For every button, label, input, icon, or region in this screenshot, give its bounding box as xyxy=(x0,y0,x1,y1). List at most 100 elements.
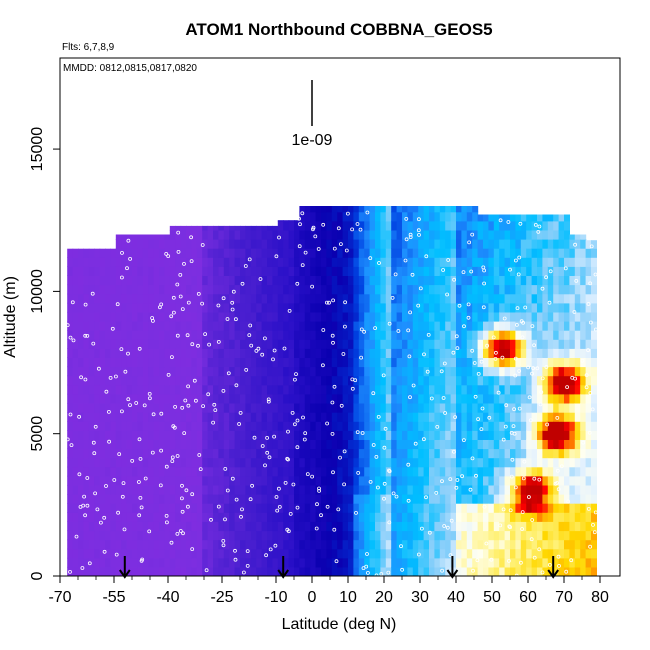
track-point xyxy=(537,477,542,482)
heat-cell xyxy=(564,229,570,240)
heat-cell xyxy=(121,430,128,440)
track-point xyxy=(581,440,586,445)
heat-cell xyxy=(477,311,484,322)
heat-cell xyxy=(110,257,117,267)
heat-cell xyxy=(439,530,446,541)
heat-cell xyxy=(191,357,198,368)
heat-cell xyxy=(450,484,457,495)
heat-cell xyxy=(591,566,597,576)
heat-cell xyxy=(88,448,95,459)
heat-cell xyxy=(315,257,322,267)
heat-cell xyxy=(348,339,354,349)
y-tick-label: 10000 xyxy=(29,269,46,314)
heat-cell xyxy=(218,548,225,559)
track-point xyxy=(375,485,380,490)
heat-cell xyxy=(288,566,295,576)
heat-cell xyxy=(315,275,322,286)
heat-cell xyxy=(558,266,565,276)
heat-cell xyxy=(439,348,446,358)
heat-cell xyxy=(342,357,349,368)
track-point xyxy=(175,282,180,287)
heat-cell xyxy=(456,530,462,541)
heat-cell xyxy=(499,448,506,459)
heat-cell xyxy=(510,475,516,486)
heat-cell xyxy=(429,375,435,386)
heat-cell xyxy=(132,439,138,450)
heat-cell xyxy=(520,475,527,486)
heat-cell xyxy=(369,293,376,304)
heat-cell xyxy=(407,321,414,331)
heat-cell xyxy=(375,521,381,532)
heat-cell xyxy=(283,375,290,386)
heat-cell xyxy=(175,439,182,450)
heat-cell xyxy=(439,421,446,431)
heat-cell xyxy=(148,521,155,532)
heat-cell xyxy=(472,566,479,576)
track-point xyxy=(531,366,535,371)
heat-cell xyxy=(504,448,511,459)
track-point xyxy=(517,406,522,411)
track-point xyxy=(292,377,297,382)
heat-cell xyxy=(132,375,138,386)
track-point xyxy=(509,474,514,479)
heat-cell xyxy=(331,412,338,422)
heat-cell xyxy=(585,439,592,450)
heat-cell xyxy=(461,229,468,240)
heat-cell xyxy=(369,421,376,431)
heat-cell xyxy=(418,275,425,286)
heat-cell xyxy=(358,448,365,459)
heat-cell xyxy=(488,393,495,404)
heat-cell xyxy=(78,275,84,286)
track-point xyxy=(559,464,564,469)
heat-cell xyxy=(412,321,419,331)
heat-cell xyxy=(412,503,419,513)
heat-cell xyxy=(67,257,74,267)
heat-cell xyxy=(553,248,560,258)
heat-cell xyxy=(169,275,176,286)
heat-cell xyxy=(207,330,214,340)
heat-cell xyxy=(515,448,522,459)
heat-cell xyxy=(218,466,225,477)
track-point xyxy=(122,527,127,532)
heat-cell xyxy=(337,503,344,513)
heat-cell xyxy=(159,466,165,477)
heat-cell xyxy=(531,366,538,377)
heat-cell xyxy=(423,457,430,468)
heat-cell xyxy=(180,330,187,340)
heat-cell xyxy=(321,239,327,249)
heat-cell xyxy=(240,494,246,504)
heat-cell xyxy=(337,293,344,304)
heat-cell xyxy=(499,311,506,322)
heat-cell xyxy=(250,348,257,358)
heat-cell xyxy=(348,439,354,450)
heat-cell xyxy=(445,220,452,231)
heat-cell xyxy=(72,321,79,331)
heat-cell xyxy=(299,266,306,276)
heat-cell xyxy=(434,439,441,450)
heat-cell xyxy=(234,484,241,495)
heat-cell xyxy=(202,275,209,286)
heat-cell xyxy=(531,521,538,532)
heat-cell xyxy=(142,321,149,331)
track-point xyxy=(178,294,183,299)
track-point xyxy=(548,269,553,274)
heat-cell xyxy=(223,503,230,513)
heat-cell xyxy=(261,375,268,386)
heat-cell xyxy=(331,220,338,231)
heat-cell xyxy=(434,239,441,249)
heat-cell xyxy=(483,284,489,295)
heat-cell xyxy=(375,375,381,386)
heat-cell xyxy=(223,412,230,422)
heat-cell xyxy=(315,494,322,504)
heat-cell xyxy=(537,539,543,550)
track-point xyxy=(573,242,577,247)
heat-cell xyxy=(218,229,225,240)
heat-cell xyxy=(412,566,419,576)
heat-cell xyxy=(574,503,581,513)
heat-cell xyxy=(439,512,446,522)
heat-cell xyxy=(472,521,479,532)
heat-cell xyxy=(261,275,268,286)
heat-cell xyxy=(191,512,198,522)
heat-cell xyxy=(121,339,128,349)
heat-cell xyxy=(175,375,182,386)
